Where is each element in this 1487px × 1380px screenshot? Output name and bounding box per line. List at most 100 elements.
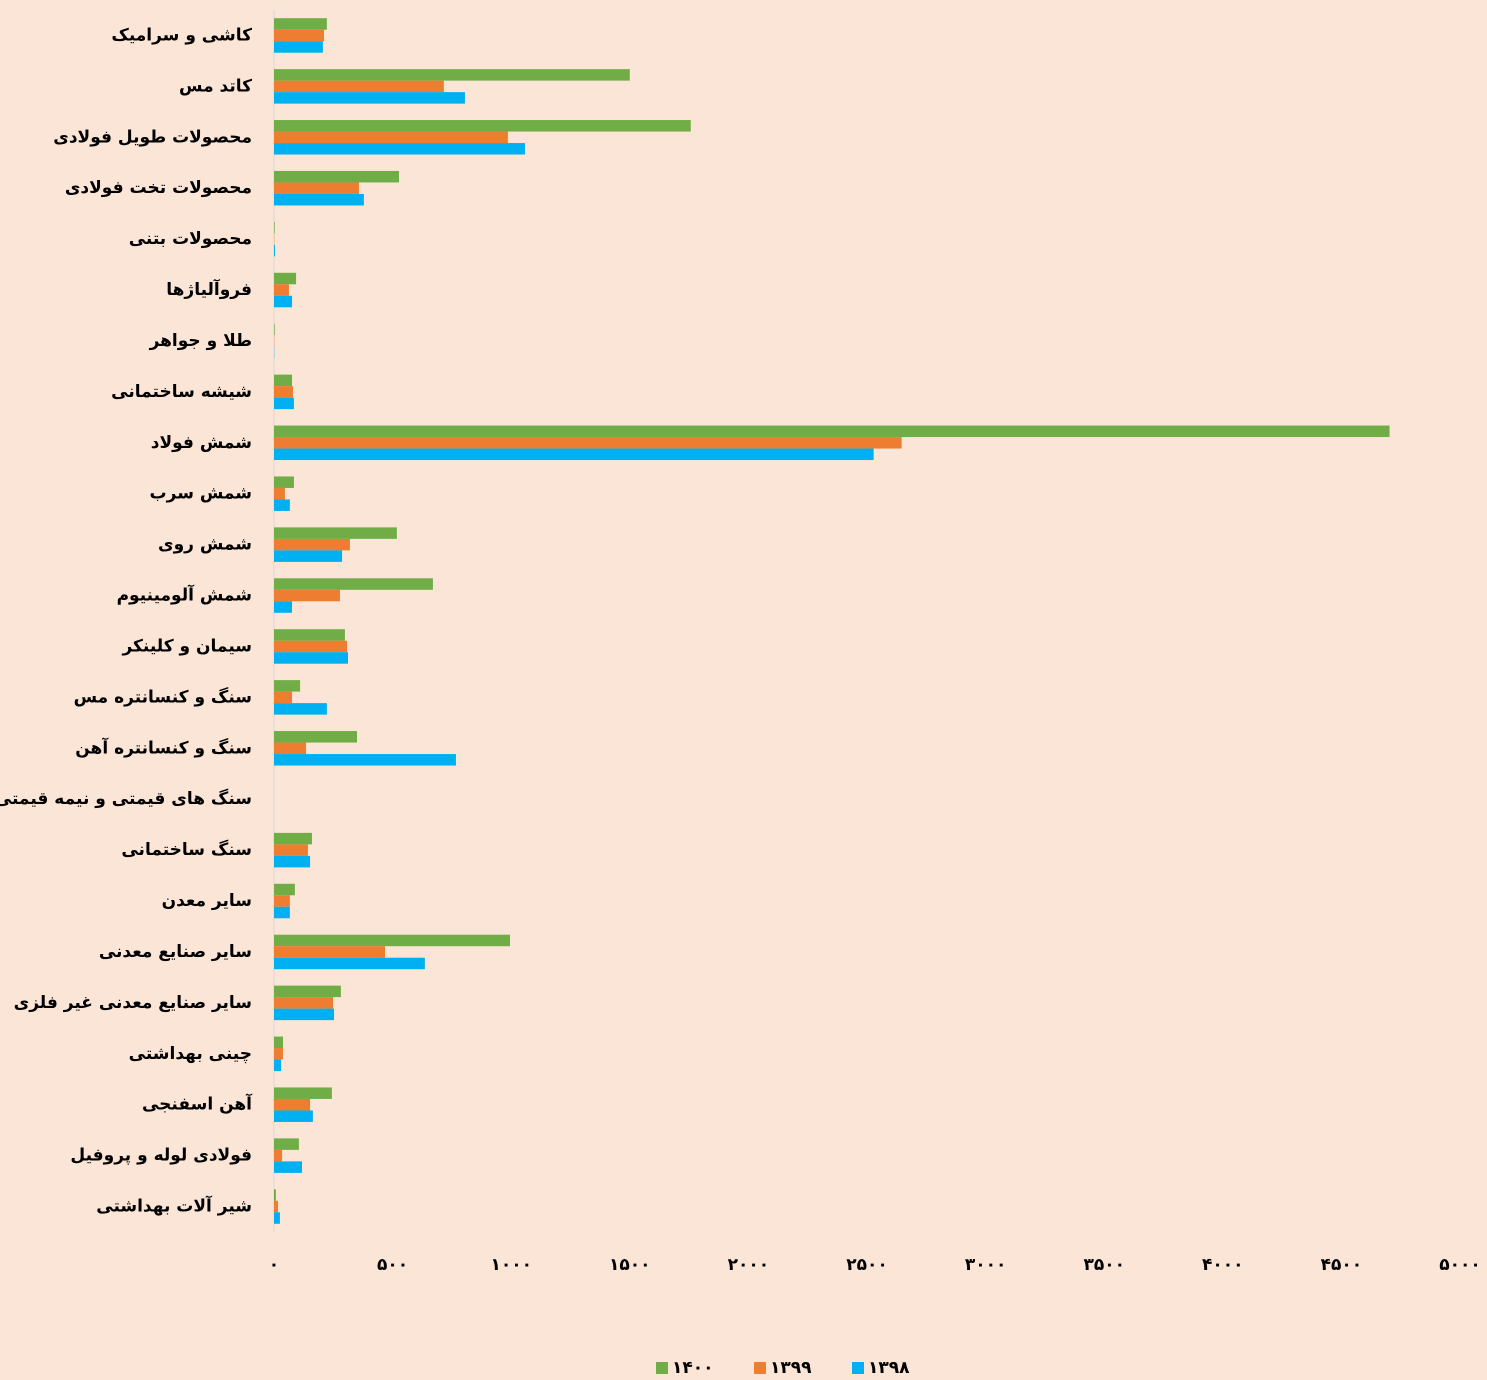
bar bbox=[274, 703, 327, 715]
x-tick-label: ۴۵۰۰ bbox=[1321, 1255, 1363, 1275]
bar bbox=[274, 731, 358, 743]
bar bbox=[274, 425, 1390, 438]
bar bbox=[274, 906, 290, 919]
bar bbox=[274, 295, 293, 308]
bar bbox=[274, 601, 293, 613]
bar bbox=[274, 476, 294, 488]
category-label: آهن اسفنجی bbox=[142, 1093, 253, 1115]
category-label: فولادی لوله و پروفیل bbox=[70, 1146, 252, 1166]
category-label: محصولات تخت فولادی bbox=[65, 178, 252, 198]
bar bbox=[274, 437, 902, 449]
category-label: محصولات طویل فولادی bbox=[53, 127, 252, 147]
bar bbox=[274, 284, 289, 296]
x-tick-label: ۱۵۰۰ bbox=[609, 1255, 651, 1275]
bar bbox=[274, 1212, 280, 1224]
bar bbox=[274, 883, 295, 896]
category-label: کاشی و سرامیک bbox=[111, 25, 252, 45]
category-label: شمش سرب bbox=[150, 484, 252, 504]
bar bbox=[274, 374, 293, 387]
bar bbox=[274, 1200, 279, 1213]
category-label: سیمان و کلینکر bbox=[121, 636, 252, 656]
legend-label: ۱۴۰۰ bbox=[672, 1358, 714, 1378]
category-label: شمش آلومینیوم bbox=[117, 584, 252, 606]
category-label: فروآلیاژها bbox=[166, 278, 252, 300]
bar bbox=[274, 1098, 311, 1111]
bar bbox=[274, 1048, 284, 1060]
legend-label: ۱۳۹۸ bbox=[868, 1358, 910, 1378]
category-label: شمش فولاد bbox=[151, 433, 252, 453]
bar bbox=[274, 323, 275, 336]
category-label: کاتد مس bbox=[179, 76, 252, 96]
bar bbox=[274, 895, 290, 907]
bar bbox=[274, 80, 444, 93]
bar bbox=[274, 182, 359, 194]
x-tick-label: ۳۵۰۰ bbox=[1083, 1255, 1125, 1275]
bar bbox=[274, 589, 340, 602]
bar bbox=[274, 844, 308, 856]
bar bbox=[274, 1161, 302, 1173]
bar bbox=[274, 272, 297, 285]
category-label: شیشه ساختمانی bbox=[111, 382, 252, 402]
bar bbox=[274, 1059, 282, 1072]
legend-swatch bbox=[754, 1362, 766, 1374]
bar bbox=[274, 985, 341, 998]
bar bbox=[274, 92, 465, 104]
legend-swatch bbox=[852, 1362, 864, 1374]
x-tick-label: ۱۰۰۰ bbox=[490, 1255, 532, 1275]
bar bbox=[274, 69, 630, 81]
x-tick-label: ۵۰۰ bbox=[377, 1255, 408, 1275]
bar bbox=[274, 832, 312, 845]
x-tick-label: ۰ bbox=[269, 1255, 279, 1275]
category-label: سایر صنایع معدنی bbox=[99, 942, 252, 962]
category-label: طلا و جواهر bbox=[149, 331, 252, 351]
x-tick-label: ۲۰۰۰ bbox=[728, 1255, 770, 1275]
bar bbox=[274, 652, 349, 664]
bar bbox=[274, 386, 293, 398]
category-label: سنگ و کنسانتره مس bbox=[74, 686, 252, 707]
bar bbox=[274, 397, 294, 410]
bar bbox=[274, 754, 456, 766]
bar bbox=[274, 143, 525, 155]
bar bbox=[274, 629, 345, 641]
category-label: سایر صنایع معدنی غیر فلزی bbox=[14, 993, 252, 1013]
bar bbox=[274, 244, 275, 257]
bar bbox=[274, 41, 323, 53]
bar bbox=[274, 448, 874, 461]
bar bbox=[274, 1149, 283, 1162]
bar bbox=[274, 499, 290, 511]
bar bbox=[274, 193, 364, 206]
x-tick-label: ۳۰۰۰ bbox=[965, 1255, 1007, 1275]
bar bbox=[274, 855, 311, 868]
category-label: سایر معدن bbox=[162, 891, 252, 911]
bar bbox=[274, 170, 400, 183]
bar bbox=[274, 957, 425, 970]
bar bbox=[274, 18, 327, 30]
bar bbox=[274, 538, 350, 551]
legend-label: ۱۳۹۹ bbox=[770, 1358, 812, 1378]
bar bbox=[274, 1036, 284, 1049]
bar bbox=[274, 640, 348, 653]
x-tick-label: ۵۰۰۰ bbox=[1439, 1255, 1481, 1275]
bar bbox=[274, 29, 325, 42]
bar bbox=[274, 742, 307, 755]
bar bbox=[274, 131, 508, 144]
category-label: سنگ ساختمانی bbox=[121, 839, 252, 860]
bar bbox=[274, 1087, 332, 1099]
bar bbox=[274, 1008, 335, 1021]
x-tick-label: ۴۰۰۰ bbox=[1202, 1255, 1244, 1275]
bar bbox=[274, 487, 285, 500]
bar bbox=[274, 578, 433, 590]
bar bbox=[274, 527, 397, 539]
bar bbox=[274, 1110, 313, 1122]
bar bbox=[274, 680, 301, 692]
category-label: سنگ های قیمتی و نیمه قیمتی bbox=[0, 788, 252, 809]
category-label: شمش روی bbox=[158, 535, 252, 555]
x-tick-label: ۲۵۰۰ bbox=[846, 1255, 888, 1275]
category-label: شیر آلات بهداشتی bbox=[96, 1195, 252, 1217]
bar bbox=[274, 1189, 276, 1201]
bar bbox=[274, 550, 343, 562]
bar bbox=[274, 691, 293, 704]
bar bbox=[274, 946, 386, 958]
